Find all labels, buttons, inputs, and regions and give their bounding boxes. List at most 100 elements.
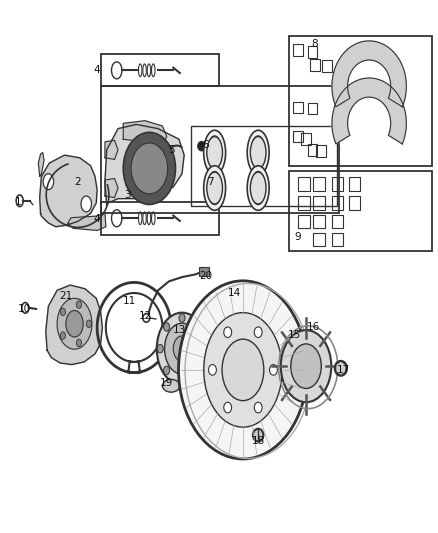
Text: 9: 9: [294, 232, 300, 243]
Ellipse shape: [157, 344, 163, 353]
Bar: [314, 177, 325, 191]
Bar: [102, 86, 339, 214]
Ellipse shape: [194, 366, 201, 375]
Ellipse shape: [335, 361, 347, 376]
Ellipse shape: [179, 375, 185, 384]
Bar: [314, 215, 325, 228]
Ellipse shape: [179, 314, 185, 322]
Bar: [298, 215, 310, 228]
Bar: [301, 133, 311, 145]
Ellipse shape: [222, 339, 264, 401]
Bar: [289, 171, 432, 251]
Bar: [322, 60, 332, 72]
Ellipse shape: [247, 166, 269, 211]
Ellipse shape: [163, 366, 170, 375]
Text: 3: 3: [124, 190, 131, 200]
Bar: [332, 196, 343, 210]
Ellipse shape: [291, 344, 321, 389]
Text: 2: 2: [74, 176, 81, 187]
Text: 12: 12: [138, 311, 152, 321]
Bar: [349, 177, 360, 191]
Ellipse shape: [281, 330, 331, 402]
Ellipse shape: [224, 327, 232, 337]
Ellipse shape: [163, 322, 170, 331]
Text: 5: 5: [168, 145, 174, 155]
Bar: [314, 196, 325, 210]
Text: 1: 1: [14, 197, 21, 207]
Ellipse shape: [60, 308, 66, 316]
Bar: [349, 196, 360, 210]
Ellipse shape: [251, 172, 266, 204]
Ellipse shape: [207, 172, 223, 204]
Text: 4: 4: [94, 66, 100, 75]
Bar: [332, 215, 343, 228]
Bar: [308, 46, 318, 58]
Ellipse shape: [66, 311, 83, 337]
Bar: [191, 126, 336, 206]
Ellipse shape: [269, 365, 277, 375]
Bar: [293, 102, 303, 114]
Bar: [289, 36, 432, 166]
Polygon shape: [332, 78, 406, 144]
Bar: [317, 145, 326, 157]
Bar: [308, 103, 318, 114]
Polygon shape: [39, 152, 44, 176]
Polygon shape: [332, 41, 406, 107]
Ellipse shape: [251, 136, 266, 168]
Polygon shape: [46, 285, 102, 365]
Ellipse shape: [162, 379, 180, 392]
Text: 18: 18: [251, 437, 265, 447]
Text: 7: 7: [207, 176, 214, 187]
Text: 19: 19: [160, 378, 173, 388]
Polygon shape: [67, 214, 106, 230]
Bar: [102, 54, 219, 86]
Bar: [298, 196, 310, 210]
Polygon shape: [105, 124, 184, 206]
Polygon shape: [105, 140, 118, 159]
Ellipse shape: [254, 402, 262, 413]
Bar: [308, 144, 318, 156]
Ellipse shape: [253, 429, 263, 441]
Ellipse shape: [60, 332, 66, 340]
Text: 10: 10: [18, 304, 31, 314]
Ellipse shape: [179, 281, 307, 459]
Ellipse shape: [201, 344, 207, 353]
Text: 15: 15: [288, 330, 301, 341]
Ellipse shape: [131, 143, 168, 194]
Bar: [332, 177, 343, 191]
Bar: [310, 59, 320, 71]
Ellipse shape: [204, 130, 226, 175]
Ellipse shape: [198, 141, 205, 151]
Ellipse shape: [57, 298, 92, 349]
Ellipse shape: [86, 320, 92, 327]
Ellipse shape: [207, 136, 223, 168]
Bar: [298, 177, 310, 191]
Text: 16: 16: [307, 322, 321, 333]
Ellipse shape: [76, 339, 81, 346]
Polygon shape: [123, 120, 167, 144]
Text: 11: 11: [123, 296, 136, 306]
Ellipse shape: [204, 313, 282, 427]
Text: 21: 21: [59, 290, 72, 301]
Ellipse shape: [224, 402, 232, 413]
Ellipse shape: [43, 174, 53, 190]
Bar: [293, 131, 303, 142]
Polygon shape: [40, 155, 97, 227]
Text: 17: 17: [336, 365, 350, 375]
Ellipse shape: [165, 323, 199, 374]
Ellipse shape: [123, 132, 176, 205]
Text: 8: 8: [311, 39, 318, 49]
Bar: [102, 202, 219, 235]
Ellipse shape: [81, 196, 92, 212]
Ellipse shape: [76, 301, 81, 308]
Text: 4: 4: [94, 214, 100, 224]
Text: 20: 20: [199, 271, 212, 281]
Ellipse shape: [173, 336, 191, 361]
Bar: [332, 232, 343, 246]
Ellipse shape: [194, 322, 201, 331]
Polygon shape: [105, 179, 118, 198]
Bar: [314, 232, 325, 246]
Ellipse shape: [254, 327, 262, 337]
Ellipse shape: [157, 313, 207, 385]
Text: 14: 14: [228, 288, 241, 298]
